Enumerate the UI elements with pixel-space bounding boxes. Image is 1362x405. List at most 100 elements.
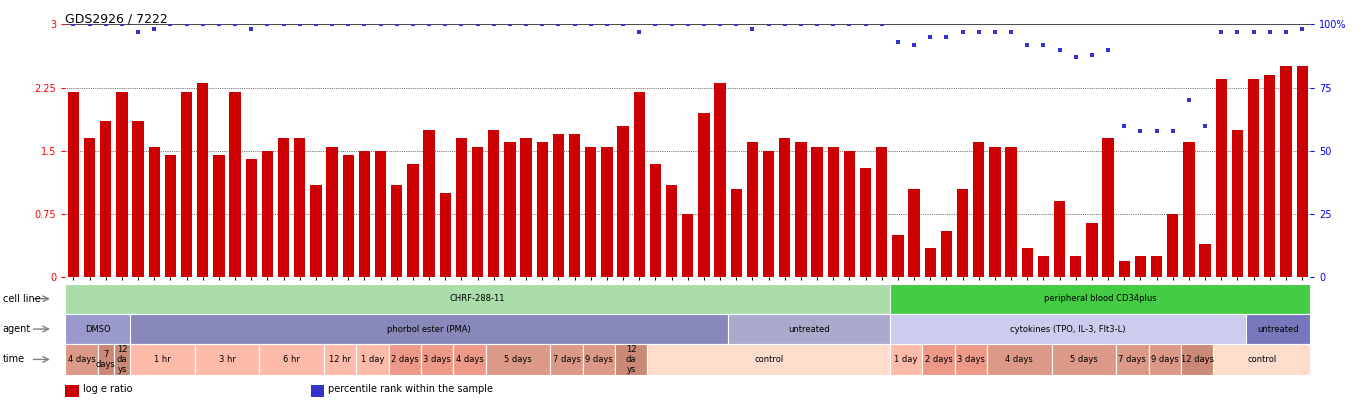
Bar <box>327 147 338 277</box>
Bar <box>1280 66 1291 277</box>
Text: 12
da
ys: 12 da ys <box>627 345 636 374</box>
Bar <box>440 193 451 277</box>
Bar <box>828 147 839 277</box>
Text: 7 days: 7 days <box>1118 355 1147 364</box>
Bar <box>116 92 128 277</box>
Point <box>1032 41 1054 48</box>
Bar <box>294 138 305 277</box>
Point <box>564 21 586 28</box>
Bar <box>699 113 710 277</box>
Bar <box>859 168 872 277</box>
Text: 3 hr: 3 hr <box>219 355 236 364</box>
Bar <box>779 138 790 277</box>
Text: GDS2926 / 7222: GDS2926 / 7222 <box>65 12 168 25</box>
Text: 7 days: 7 days <box>553 355 580 364</box>
Point <box>661 21 682 28</box>
Text: untreated: untreated <box>1257 324 1299 334</box>
Point <box>354 21 376 28</box>
Bar <box>844 151 855 277</box>
Point <box>1178 97 1200 104</box>
Bar <box>795 143 806 277</box>
Bar <box>1135 256 1147 277</box>
Point <box>1227 29 1249 35</box>
Bar <box>586 147 597 277</box>
Point <box>1065 54 1087 60</box>
Point <box>548 21 569 28</box>
Bar <box>553 134 564 277</box>
Point <box>192 21 214 28</box>
Point <box>1049 47 1071 53</box>
Text: CHRF-288-11: CHRF-288-11 <box>449 294 505 303</box>
Bar <box>925 248 936 277</box>
Text: cell line: cell line <box>3 294 41 304</box>
Text: 5 days: 5 days <box>504 355 533 364</box>
Point <box>1275 29 1297 35</box>
Bar <box>1102 138 1114 277</box>
Text: 1 day: 1 day <box>895 355 918 364</box>
Point <box>289 21 311 28</box>
Point <box>1242 29 1264 35</box>
Bar <box>1200 244 1211 277</box>
Point <box>757 21 779 28</box>
Text: 2 days: 2 days <box>391 355 418 364</box>
Bar <box>1231 130 1244 277</box>
Bar <box>989 147 1001 277</box>
Point <box>484 21 505 28</box>
Text: 3 days: 3 days <box>956 355 985 364</box>
Bar <box>473 147 484 277</box>
Bar <box>569 134 580 277</box>
Point <box>63 21 84 28</box>
Point <box>1194 122 1216 129</box>
Point <box>936 34 957 40</box>
Point <box>225 21 247 28</box>
Text: 5 days: 5 days <box>1071 355 1098 364</box>
Text: 9 days: 9 days <box>1151 355 1178 364</box>
Point <box>176 21 197 28</box>
Bar <box>1167 214 1178 277</box>
Bar <box>763 151 775 277</box>
Point <box>127 29 148 35</box>
Bar <box>974 143 985 277</box>
Point <box>434 21 456 28</box>
Text: control: control <box>1248 355 1276 364</box>
Point <box>1016 41 1038 48</box>
Point <box>968 29 990 35</box>
Point <box>1145 127 1167 134</box>
Point <box>143 26 165 33</box>
Text: log e ratio: log e ratio <box>83 384 132 394</box>
Bar <box>358 151 370 277</box>
Text: phorbol ester (PMA): phorbol ester (PMA) <box>387 324 471 334</box>
Point <box>1162 127 1184 134</box>
Text: 4 days: 4 days <box>456 355 484 364</box>
Point <box>870 21 892 28</box>
Point <box>385 21 407 28</box>
Point <box>741 26 763 33</box>
Point <box>305 21 327 28</box>
Text: 2 days: 2 days <box>925 355 952 364</box>
Point <box>112 21 133 28</box>
Bar <box>132 122 144 277</box>
Bar <box>1118 260 1130 277</box>
Point <box>338 21 360 28</box>
Bar <box>1248 79 1260 277</box>
Bar <box>892 235 903 277</box>
Point <box>1113 122 1135 129</box>
Point <box>1098 47 1120 53</box>
Text: 12 hr: 12 hr <box>330 355 351 364</box>
Bar <box>601 147 613 277</box>
Point <box>774 21 795 28</box>
Bar <box>148 147 159 277</box>
Point <box>677 21 699 28</box>
Text: 9 days: 9 days <box>586 355 613 364</box>
Bar <box>197 83 208 277</box>
Bar <box>311 185 321 277</box>
Point <box>418 21 440 28</box>
Text: untreated: untreated <box>789 324 829 334</box>
Text: peripheral blood CD34plus: peripheral blood CD34plus <box>1043 294 1156 303</box>
Text: 4 days: 4 days <box>1005 355 1034 364</box>
Point <box>1081 51 1103 58</box>
Point <box>1000 29 1022 35</box>
Text: 7
days: 7 days <box>95 350 116 369</box>
Point <box>498 21 520 28</box>
Point <box>1258 29 1280 35</box>
